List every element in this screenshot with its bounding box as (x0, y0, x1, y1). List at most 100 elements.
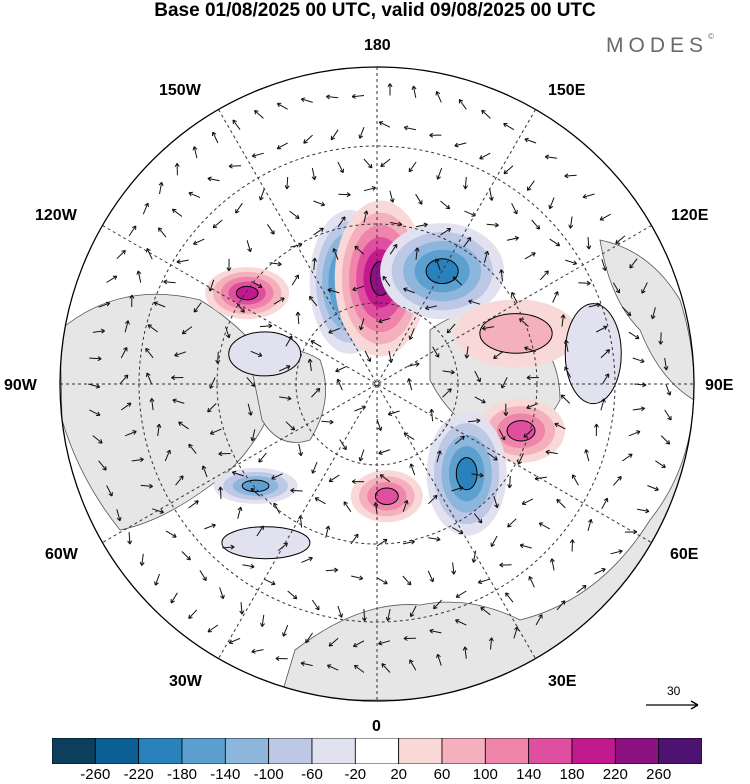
wind-arrow-180 (149, 397, 155, 411)
wind-arrow-309 (188, 609, 198, 619)
wind-arrow-291 (158, 181, 164, 195)
colorbar-tick-label: -20 (344, 766, 367, 783)
center-west-positive-level-4 (235, 285, 259, 301)
wind-arrow-130 (171, 375, 184, 381)
wind-arrow-59 (258, 452, 267, 463)
wind-arrow-186 (222, 544, 235, 550)
colorbar-tick-label: -220 (123, 766, 154, 783)
lon-label-30e: 30E (548, 673, 577, 690)
wind-arrow-326 (594, 568, 606, 575)
wind-arrow-115 (463, 236, 472, 248)
wind-arrow-313 (275, 656, 288, 662)
wind-arrow-317 (381, 663, 391, 673)
wind-arrow-11 (310, 340, 322, 348)
wind-arrow-227 (188, 191, 201, 199)
wind-arrow-9 (359, 318, 365, 331)
wind-arrow-343 (564, 173, 577, 179)
lon-label-120e: 120E (671, 207, 709, 224)
wind-arrow-124 (246, 240, 252, 253)
lon-label-90w: 90W (4, 377, 37, 394)
wind-arrow-191 (337, 605, 343, 618)
wind-arrow-348 (458, 99, 467, 110)
copyright-mark: © (708, 32, 714, 41)
wind-arrow-308 (170, 592, 178, 604)
wind-arrow-153 (560, 394, 571, 404)
colorbar-tick-label: 20 (390, 766, 408, 783)
wind-arrow-274 (548, 197, 555, 210)
wind-arrow-298 (89, 356, 102, 362)
wind-arrow-289 (192, 146, 198, 159)
wind-arrow-213 (531, 219, 541, 230)
wind-arrow-65 (402, 499, 409, 512)
wind-arrow-113 (499, 269, 504, 282)
wind-arrow-294 (116, 249, 126, 260)
wind-arrow-194 (409, 605, 417, 618)
wind-arrow-301 (92, 435, 103, 444)
wind-arrow-252 (403, 635, 416, 641)
lon-label-0: 0 (372, 718, 381, 735)
wind-arrow-158 (539, 270, 549, 281)
brand-text: MODES (606, 34, 709, 57)
wind-arrow-141 (351, 575, 364, 581)
wind-arrow-177 (147, 324, 158, 333)
wind-arrow-66 (428, 494, 438, 505)
wind-arrow-62 (314, 497, 326, 505)
wind-arrow-70 (498, 429, 506, 441)
wind-arrow-282 (351, 93, 365, 99)
lon-label-150w: 150W (159, 82, 201, 99)
wind-arrow-144 (427, 570, 435, 583)
center-east-positive-level-1 (479, 313, 553, 354)
wind-arrow-105 (507, 475, 513, 489)
center-left-negative (228, 331, 302, 377)
wind-arrow-154 (564, 366, 572, 378)
wind-arrow-145 (451, 562, 457, 575)
reference-vector (646, 700, 699, 710)
wind-arrow-228 (171, 208, 183, 217)
wind-arrow-314 (300, 661, 313, 667)
wind-arrow-142 (376, 577, 388, 585)
wind-arrow-173 (192, 238, 205, 245)
wind-arrow-156 (560, 314, 566, 327)
wind-arrow-25 (352, 285, 365, 292)
wind-arrow-79 (389, 243, 398, 255)
wind-arrow-170 (259, 188, 265, 201)
wind-arrow-46 (425, 305, 438, 311)
wind-arrow-148 (507, 518, 517, 528)
colorbar-tick-label: -140 (210, 766, 241, 783)
wind-arrow-29 (285, 335, 293, 347)
wind-arrow-14 (321, 419, 334, 425)
wind-arrow-175 (163, 279, 176, 285)
wind-arrow-216 (463, 176, 469, 190)
wind-arrow-249 (328, 637, 339, 647)
wind-arrow-189 (287, 590, 298, 600)
colorbar-tick-label: -260 (80, 766, 111, 783)
wind-arrow-21 (442, 369, 455, 375)
wind-arrow-350 (411, 85, 417, 98)
wind-arrow-159 (524, 252, 536, 260)
wind-arrow-112 (511, 291, 518, 304)
wind-arrow-341 (599, 213, 611, 221)
wind-arrow-121 (313, 200, 326, 207)
wind-arrow-101 (428, 536, 441, 542)
wind-arrow-218 (408, 161, 417, 173)
center-se-positive-level-3 (506, 420, 536, 442)
wind-arrow-72 (501, 377, 508, 389)
colorbar (52, 738, 702, 764)
wind-arrow-268 (628, 331, 640, 340)
wind-arrow-195 (433, 599, 443, 610)
wind-arrow-300 (89, 409, 101, 417)
wind-arrow-206 (601, 373, 610, 385)
wind-arrow-210 (578, 280, 591, 286)
wind-arrow-106 (517, 453, 524, 465)
wind-arrow-182 (164, 449, 171, 462)
wind-arrow-328 (624, 529, 638, 535)
wind-arrow-198 (499, 562, 512, 568)
wind-arrow-199 (519, 543, 532, 549)
colorbar-box-10 (484, 738, 530, 764)
wind-arrow-205 (600, 398, 606, 411)
center-east-positive (454, 299, 579, 368)
colorbar-box-7 (354, 738, 400, 764)
wind-arrow-73 (493, 350, 504, 359)
wind-arrow-311 (228, 637, 241, 645)
wind-arrow-324 (556, 600, 566, 611)
